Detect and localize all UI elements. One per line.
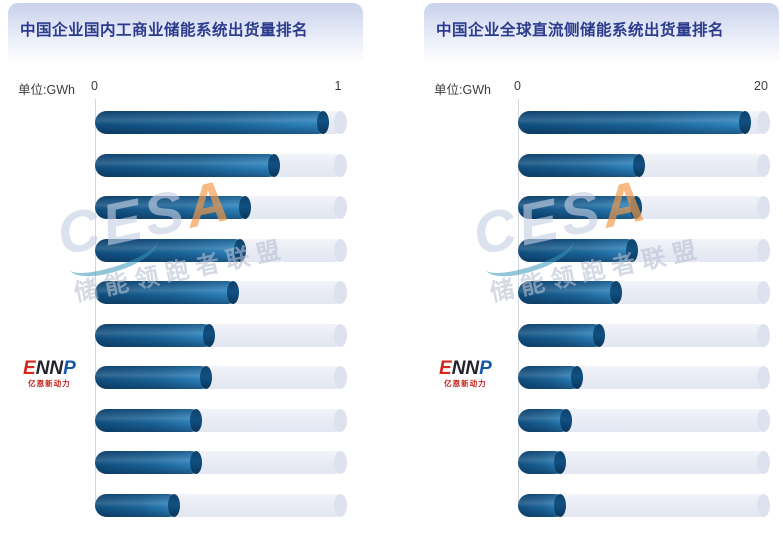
bar-row: [95, 408, 347, 432]
bar-track: [95, 196, 347, 219]
bar-fill: [95, 238, 247, 262]
bar-fill: [518, 493, 566, 517]
ennp-logo-subtext: 亿恩新动力: [28, 379, 71, 388]
bar-row: [95, 196, 347, 219]
bar-row: [518, 281, 770, 304]
ennp-logo-text: ENNP: [23, 358, 76, 379]
chart-card-global: 中国企业全球直流侧储能系统出货量排名 单位:GWh 0 20 CESA 储能领跑…: [424, 3, 779, 536]
bar-fill: [95, 408, 203, 432]
bar-fill: [518, 323, 605, 347]
ennp-logo-text: ENNP: [439, 358, 492, 379]
bar-track: [518, 451, 770, 474]
bar-track: [518, 366, 770, 389]
unit-label: 单位:GWh: [18, 83, 75, 97]
bar-fill: [95, 323, 215, 347]
bar-row: [95, 111, 347, 134]
bar-row: [518, 451, 770, 474]
y-axis-line: [95, 99, 96, 507]
bar-track: [95, 238, 347, 262]
axis-labels-row: 单位:GWh 0 1: [8, 79, 363, 97]
chart-card-domestic: 中国企业国内工商业储能系统出货量排名 单位:GWh 0 1 CESA 储能领跑者…: [8, 3, 363, 536]
bar-fill: [95, 111, 330, 134]
bar-track: [95, 323, 347, 347]
bar-row: [95, 323, 347, 347]
bar-track: [95, 493, 347, 517]
ennp-logo-subtext: 亿恩新动力: [444, 379, 487, 388]
bar-row: [95, 451, 347, 474]
bar-fill: [518, 281, 622, 304]
bar-row: [518, 366, 770, 389]
bar-row: [95, 281, 347, 304]
bar-track: [518, 408, 770, 432]
bar-row: [518, 153, 770, 177]
bar-fill: [95, 493, 181, 517]
bar-row: [518, 493, 770, 517]
bar-fill: [518, 153, 645, 177]
x-axis-tick-min: 0: [514, 79, 521, 93]
bar-track: [518, 196, 770, 219]
bar-fill: [95, 366, 213, 389]
bar-fill: [95, 281, 239, 304]
bar-track: [95, 408, 347, 432]
bars-area: [95, 99, 347, 536]
bar-fill: [518, 408, 572, 432]
bar-row: [518, 408, 770, 432]
axis-labels-row: 单位:GWh 0 20: [424, 79, 779, 97]
x-axis-tick-max: 1: [334, 79, 342, 93]
bar-track: [518, 323, 770, 347]
bar-fill: [95, 451, 203, 474]
bar-row: [518, 323, 770, 347]
bar-fill: [95, 153, 281, 177]
unit-label: 单位:GWh: [434, 83, 491, 97]
ennp-logo: ENNP 亿恩新动力: [439, 359, 492, 388]
bars-area: [518, 99, 770, 536]
bar-track: [95, 366, 347, 389]
bar-track: [95, 451, 347, 474]
chart-title: 中国企业全球直流侧储能系统出货量排名: [436, 22, 725, 39]
x-axis-tick-max: 20: [754, 79, 768, 93]
y-axis-line: [518, 99, 519, 507]
bar-row: [518, 111, 770, 134]
bar-track: [518, 238, 770, 262]
chart-title: 中国企业国内工商业储能系统出货量排名: [20, 22, 309, 39]
bar-track: [95, 281, 347, 304]
bar-fill: [518, 238, 638, 262]
bar-row: [518, 238, 770, 262]
bar-track: [518, 281, 770, 304]
bar-track: [518, 111, 770, 134]
bar-fill: [518, 366, 583, 389]
bar-fill: [518, 111, 751, 134]
bar-row: [95, 493, 347, 517]
bar-row: [518, 196, 770, 219]
bar-track: [95, 153, 347, 177]
bar-fill: [518, 196, 643, 219]
bar-row: [95, 366, 347, 389]
x-axis-tick-min: 0: [91, 79, 98, 93]
bar-fill: [518, 451, 566, 474]
bar-fill: [95, 196, 252, 219]
ennp-logo: ENNP 亿恩新动力: [23, 359, 76, 388]
bar-row: [95, 238, 347, 262]
bar-track: [518, 153, 770, 177]
bar-track: [518, 493, 770, 517]
bar-track: [95, 111, 347, 134]
bar-row: [95, 153, 347, 177]
